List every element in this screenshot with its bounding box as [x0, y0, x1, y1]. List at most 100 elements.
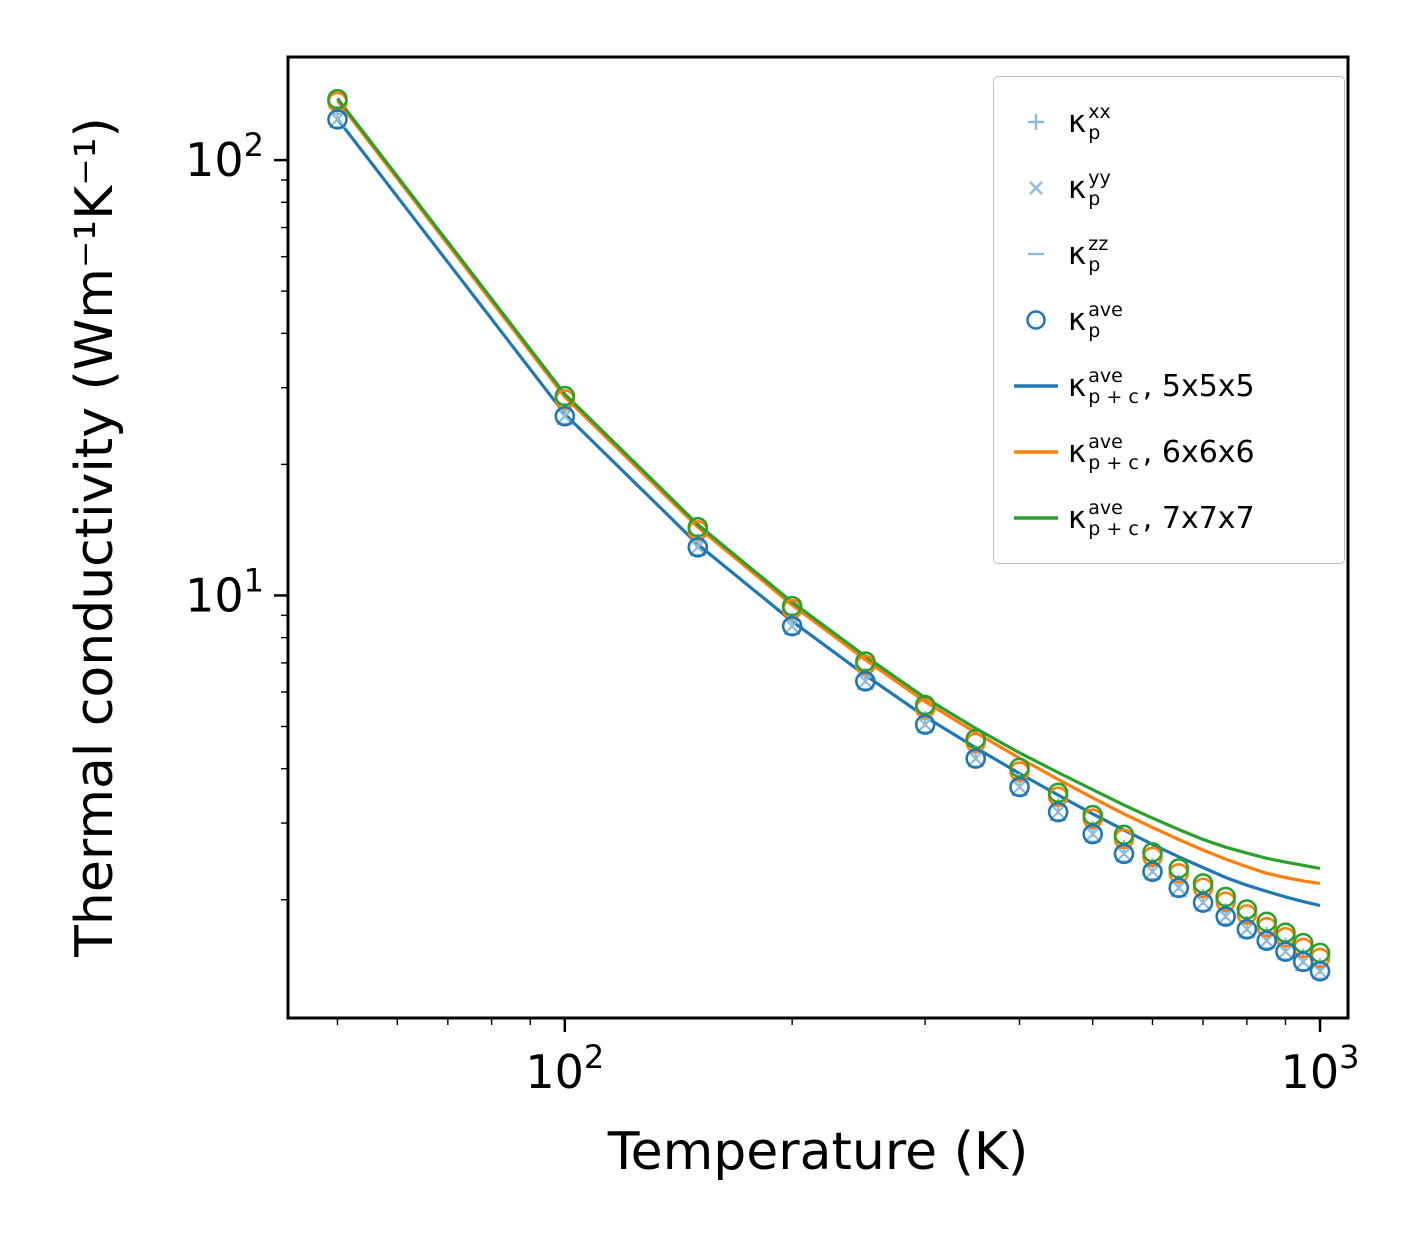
legend-item-2: κ zz p	[1004, 221, 1334, 287]
circle-marker	[327, 109, 348, 130]
circle-marker	[1047, 801, 1069, 823]
kappa-symbol: κ	[1068, 104, 1087, 140]
legend-item-5: κ ave p + c, 6x6x6	[1004, 419, 1334, 485]
legend-line-marker-icon	[1004, 366, 1068, 406]
legend-label: κ yy p	[1068, 167, 1111, 210]
subscript: p	[1088, 188, 1101, 210]
legend-label: κ ave p	[1068, 299, 1123, 342]
subscript: p + c	[1088, 518, 1139, 540]
circle-marker	[327, 88, 348, 110]
circle-marker	[1309, 960, 1331, 982]
kpc-ave-5x5x5-line-path	[336, 118, 1321, 908]
kappa-scripts: yy p	[1088, 166, 1111, 211]
circle-marker	[1292, 951, 1314, 973]
legend-circle-marker-icon	[1004, 300, 1068, 340]
kappa-scripts: ave p + c	[1088, 430, 1139, 475]
legend-item-1: κ yy p	[1004, 155, 1334, 221]
subscript: p	[1088, 254, 1101, 276]
legend-item-0: κ xx p	[1004, 89, 1334, 155]
legend-label: κ xx p	[1068, 101, 1111, 144]
circle-marker	[1168, 858, 1190, 879]
kappa-scripts: ave p	[1088, 299, 1123, 343]
circle-marker	[1142, 861, 1163, 882]
x-marker	[1278, 944, 1293, 959]
x-axis-label: Temperature (K)	[607, 1122, 1029, 1182]
legend-item-3: κ ave p	[1004, 287, 1334, 353]
x-marker	[1051, 805, 1066, 820]
x-marker	[557, 409, 572, 424]
circle-marker	[1142, 842, 1163, 863]
circle-marker	[965, 728, 987, 750]
superscript: xx	[1088, 100, 1111, 123]
superscript: ave	[1088, 496, 1123, 519]
x-marker	[1196, 895, 1211, 910]
series-kpc-ave-6x6x6-line	[336, 99, 1321, 885]
series-kpc-ave-5x5x5-line	[336, 118, 1321, 908]
kappa-symbol: κ	[1068, 500, 1087, 536]
kappa-symbol: κ	[1068, 368, 1087, 404]
circle-marker	[1215, 886, 1236, 908]
subscript: p + c	[1088, 452, 1139, 474]
legend-label: κ zz p	[1068, 233, 1108, 276]
x-marker	[968, 751, 983, 766]
legend-x-marker-icon	[1004, 168, 1068, 208]
legend: κ xx p κ yy p κ zz p κ ave p κ ave p + c, 5x5x5 κ ave p +…	[993, 76, 1345, 564]
circle-marker	[1236, 904, 1258, 925]
circle-marker	[1082, 823, 1103, 845]
circle-marker	[855, 671, 876, 692]
circle-marker	[1168, 877, 1190, 899]
kpc-ave-7x7x7-line-path	[336, 97, 1321, 870]
kappa-scripts: zz p	[1088, 232, 1109, 277]
circle-marker	[1236, 919, 1258, 940]
circle-marker	[1192, 892, 1214, 913]
subscript: p + c	[1088, 386, 1139, 408]
x-marker	[690, 540, 705, 555]
superscript: ave	[1088, 430, 1123, 453]
circle-marker	[1009, 776, 1030, 798]
circle-marker	[855, 651, 876, 672]
tick-label: 102	[185, 126, 264, 187]
circle-marker	[554, 405, 576, 427]
circle-marker	[914, 714, 936, 735]
x-marker	[918, 717, 933, 732]
plot-border	[286, 55, 1350, 1020]
subscript: p	[1088, 320, 1101, 342]
legend-suffix: , 6x6x6	[1142, 434, 1255, 470]
circle-marker	[1113, 843, 1135, 865]
x-marker	[330, 112, 345, 127]
series-kp-ave-markers	[327, 109, 1331, 982]
x-marker	[1116, 846, 1131, 861]
superscript: yy	[1088, 166, 1111, 189]
circle-marker	[1215, 906, 1236, 927]
kpc-ave-6x6x6-line-path	[336, 99, 1321, 885]
x-marker	[1171, 880, 1186, 895]
x-marker	[1012, 780, 1027, 795]
circle-marker	[687, 516, 709, 538]
circle-marker	[687, 536, 709, 558]
legend-label: κ ave p + c, 6x6x6	[1068, 431, 1255, 474]
legend-suffix: , 5x5x5	[1142, 368, 1255, 404]
series-kp-ave-7x7x7-markers	[327, 88, 1331, 964]
x-marker	[1296, 954, 1311, 969]
kappa-symbol: κ	[1068, 302, 1087, 338]
circle-marker	[554, 385, 576, 407]
legend-line-marker-icon	[1004, 432, 1068, 472]
legend-label: κ ave p + c, 7x7x7	[1068, 497, 1255, 540]
x-marker	[785, 619, 800, 634]
series-kp-yy-markers	[330, 112, 1328, 979]
kappa-scripts: xx p	[1088, 100, 1111, 145]
superscript: zz	[1088, 232, 1109, 255]
kappa-symbol: κ	[1068, 170, 1087, 206]
tick-label: 101	[185, 561, 264, 622]
legend-plus-marker-icon	[1004, 102, 1068, 142]
subscript: p	[1088, 122, 1101, 144]
x-marker	[858, 674, 873, 689]
legend-item-6: κ ave p + c, 7x7x7	[1004, 485, 1334, 551]
circle-marker	[781, 615, 803, 637]
circle-marker	[1256, 930, 1278, 952]
x-marker	[1259, 933, 1274, 948]
circle-marker	[965, 748, 987, 769]
legend-line-marker-icon	[1004, 498, 1068, 538]
